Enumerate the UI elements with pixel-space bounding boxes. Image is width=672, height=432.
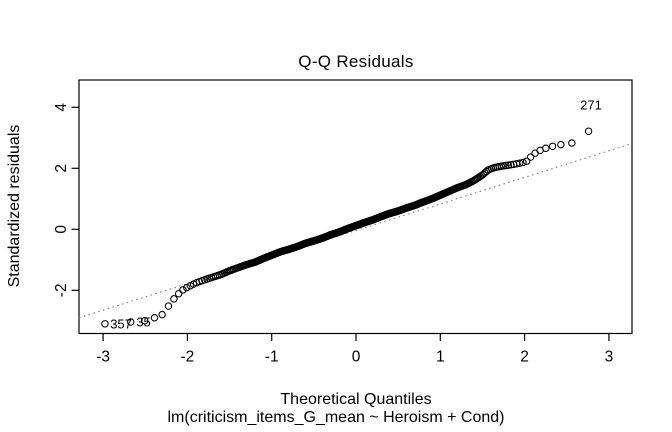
reference-line [78, 143, 633, 319]
x-tick-label: -3 [96, 349, 110, 366]
x-tick-label: 0 [352, 349, 361, 366]
data-point [584, 127, 593, 135]
x-axis-label: Theoretical Quantiles [280, 391, 432, 408]
plot-box [78, 79, 633, 335]
data-point [542, 144, 550, 152]
data-point [127, 318, 135, 326]
data-point [504, 161, 513, 169]
x-tick-label: -1 [265, 349, 279, 366]
x-tick-label: 1 [436, 349, 445, 366]
data-point [515, 159, 524, 167]
data-point [522, 157, 531, 165]
outlier-point-label: 271 [580, 97, 602, 112]
model-formula-subtitle: lm(criticism_items_G_mean ~ Heroism + Co… [167, 409, 505, 426]
data-point [548, 142, 557, 151]
y-tick-label: 0 [53, 225, 70, 234]
data-point [150, 314, 159, 322]
data-point [568, 139, 576, 147]
data-point [183, 283, 191, 292]
y-tick-label: 2 [53, 164, 70, 173]
y-tick-label: 4 [53, 103, 70, 112]
x-tick-label: 3 [605, 349, 614, 366]
outlier-point-label: 357 [110, 316, 132, 331]
plot-title: Q-Q Residuals [298, 52, 414, 71]
data-point [101, 320, 109, 328]
data-point [179, 286, 187, 294]
x-tick-label: 2 [520, 349, 529, 366]
data-point [519, 158, 527, 167]
data-point [170, 295, 178, 303]
data-point [502, 161, 510, 170]
data-point [526, 153, 535, 161]
data-point [140, 316, 149, 325]
x-tick-label: -2 [181, 349, 195, 366]
outlier-point-label: 35 [136, 315, 150, 330]
y-tick-label: -2 [53, 283, 70, 297]
data-point [507, 161, 515, 169]
data-point [174, 289, 183, 298]
data-point [557, 140, 565, 149]
data-point [158, 310, 166, 319]
data-point [164, 302, 173, 310]
y-axis-label: Standardized residuals [6, 124, 23, 288]
